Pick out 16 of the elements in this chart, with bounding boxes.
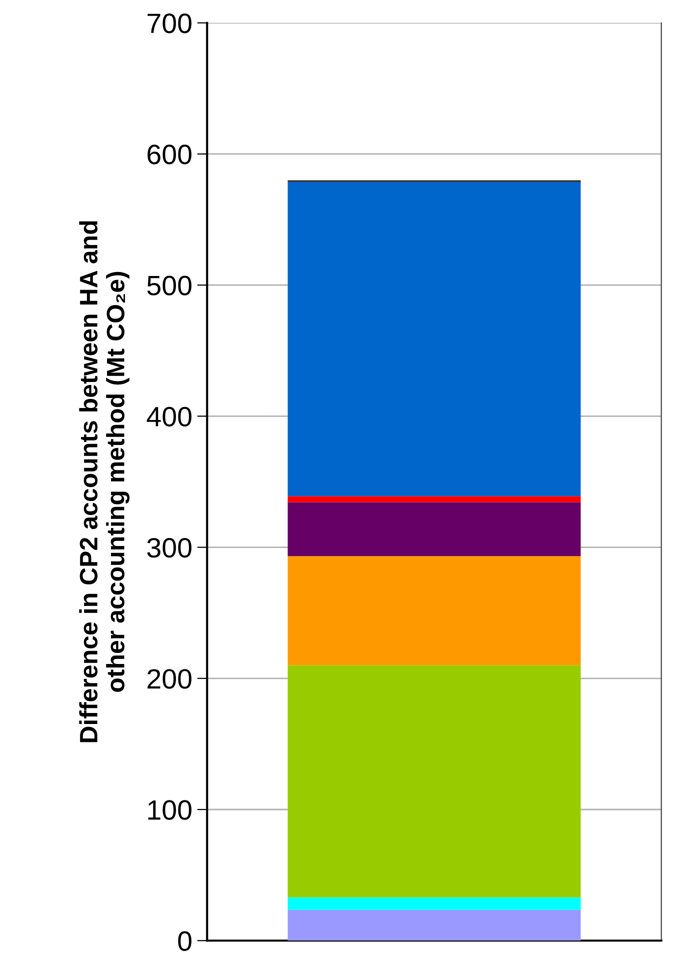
y-tick-label: 600 (148, 144, 192, 164)
bar (288, 556, 581, 666)
y-tick-label: 300 (147, 538, 192, 558)
bar (288, 502, 581, 556)
y-tick-label: 200 (148, 669, 192, 689)
bar (288, 910, 581, 941)
y-tick-label: 500 (147, 276, 192, 296)
y-tick-label: 100 (148, 800, 192, 820)
y-axis-title: Difference in CP2 accounts between HA and other accounting method (Mt CO₂e) (79, 221, 130, 742)
bar (288, 897, 581, 910)
y-tick-label: 400 (146, 406, 192, 427)
bar (288, 665, 581, 898)
bar (288, 182, 581, 496)
bar (288, 496, 581, 502)
y-tick-label: 700 (148, 14, 192, 34)
y-tick-label: 0 (178, 931, 192, 951)
